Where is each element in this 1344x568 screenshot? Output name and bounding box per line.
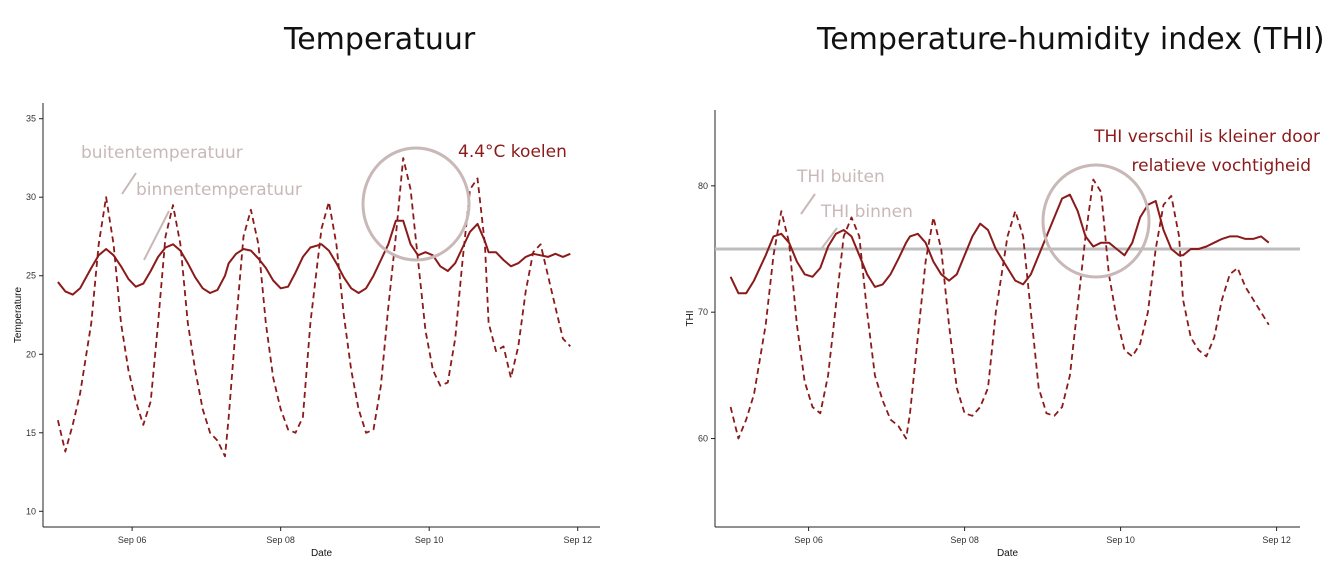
y-tick-label: 70 (698, 307, 708, 317)
outside-series-line (57, 157, 571, 458)
annotation-callout-line1: THI verschil is kleiner door (1093, 127, 1320, 147)
annotation-callout-line2: relatieve vochtigheid (1132, 156, 1312, 176)
x-tick-label: Sep 08 (950, 535, 979, 545)
outside-series-line (729, 178, 1270, 440)
annotation-inside-pointer (143, 210, 170, 261)
x-axis-label: Date (311, 548, 333, 559)
annotation-inside-label: THI binnen (820, 202, 913, 222)
y-tick-label: 25 (26, 271, 36, 281)
highlight-circle (1041, 163, 1151, 279)
annotation-outside-label: buitentemperatuur (81, 143, 243, 163)
x-tick-label: Sep 10 (1106, 535, 1135, 545)
y-axis-label: Temperature (13, 286, 24, 343)
inside-series-line (729, 193, 1270, 295)
right-chart-title: Temperature-humidity index (THI) (817, 22, 1325, 57)
y-axis-label: THI (685, 310, 696, 326)
x-tick-label: Sep 06 (794, 535, 823, 545)
annotation-inside-label: binnentemperatuur (136, 180, 302, 200)
x-tick-label: Sep 12 (563, 535, 592, 545)
annotation-inside-pointer (821, 227, 838, 249)
y-tick-label: 60 (698, 434, 708, 444)
annotation-callout: 4.4°C koelen (458, 142, 567, 162)
y-tick-label: 20 (26, 349, 36, 359)
y-tick-label: 35 (26, 114, 36, 124)
y-tick-label: 15 (26, 428, 36, 438)
x-tick-label: Sep 10 (415, 535, 444, 545)
x-tick-label: Sep 06 (118, 535, 147, 545)
y-tick-label: 80 (698, 181, 708, 191)
annotation-outside-label: THI buiten (796, 167, 885, 187)
x-axis-label: Date (997, 548, 1019, 559)
x-tick-label: Sep 12 (1262, 535, 1291, 545)
y-tick-label: 30 (26, 192, 36, 202)
annotation-outside-pointer (800, 193, 816, 215)
y-tick-label: 10 (26, 506, 36, 516)
left-chart-title: Temperatuur (284, 22, 476, 57)
inside-series-line (57, 219, 571, 296)
x-tick-label: Sep 08 (266, 535, 295, 545)
highlight-circle (361, 146, 471, 262)
annotation-outside-pointer (121, 172, 137, 195)
